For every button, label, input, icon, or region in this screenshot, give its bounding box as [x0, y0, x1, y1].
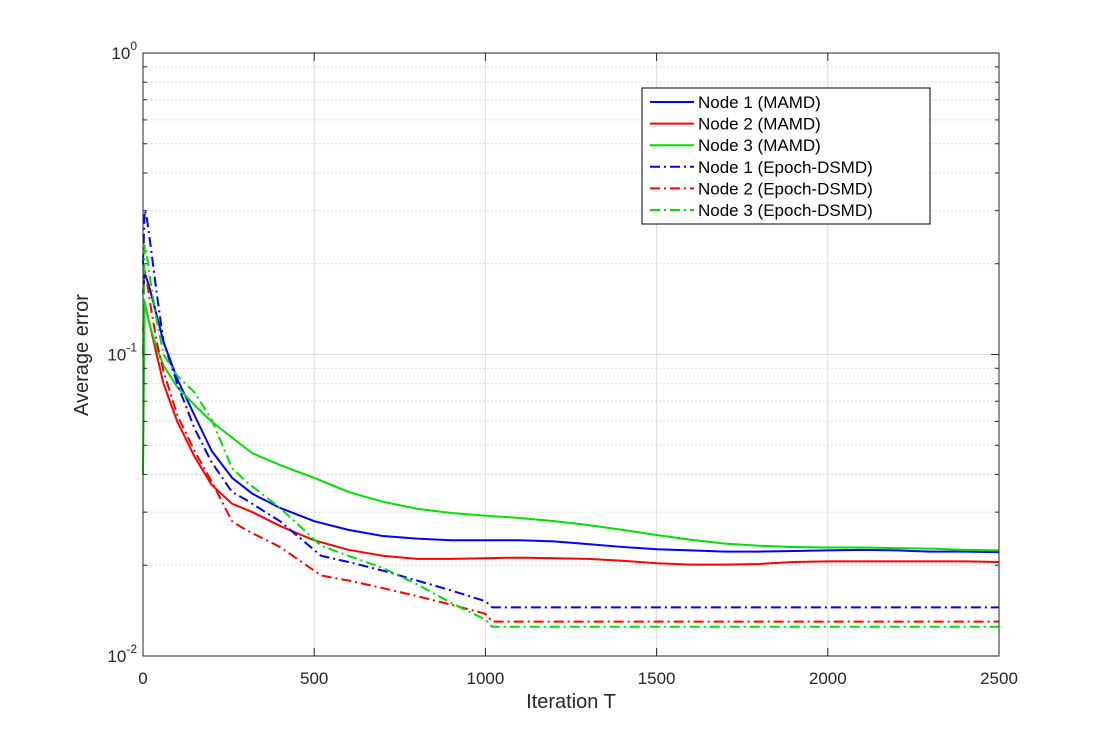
legend-label-4: Node 1 (Epoch-DSMD) [698, 158, 873, 177]
series-line-6 [142, 244, 999, 628]
tick-labels: 0 500 1000 1500 2000 2500 10-2 10-1 100 [107, 39, 1018, 688]
series-layer [142, 209, 1000, 628]
y-axis-label: Average error [71, 294, 93, 416]
y-tick-label: 10-2 [107, 642, 137, 666]
legend-label-2: Node 2 (MAMD) [698, 115, 821, 134]
series-line-4 [142, 209, 999, 609]
y-tick-label: 100 [111, 39, 137, 63]
series-line-1 [142, 272, 1000, 554]
legend: Node 1 (MAMD) Node 2 (MAMD) Node 3 (MAMD) N… [641, 87, 931, 225]
x-tick-label: 1500 [638, 669, 676, 688]
axis-ticks [142, 52, 1000, 657]
x-axis-label: Iteration T [526, 691, 616, 713]
legend-label-6: Node 3 (Epoch-DSMD) [698, 201, 873, 220]
legend-label-3: Node 3 (MAMD) [698, 136, 821, 155]
series-line-3 [142, 300, 1000, 552]
x-tick-label: 500 [300, 669, 328, 688]
legend-label-5: Node 2 (Epoch-DSMD) [698, 179, 873, 198]
x-tick-label: 2500 [980, 669, 1018, 688]
x-tick-label: 2000 [809, 669, 847, 688]
x-tick-label: 0 [138, 669, 147, 688]
series-line-2 [142, 304, 1000, 566]
y-tick-label: 10-1 [107, 341, 137, 365]
x-tick-label: 1000 [466, 669, 504, 688]
legend-label-1: Node 1 (MAMD) [698, 93, 821, 112]
legend-box [641, 87, 931, 225]
